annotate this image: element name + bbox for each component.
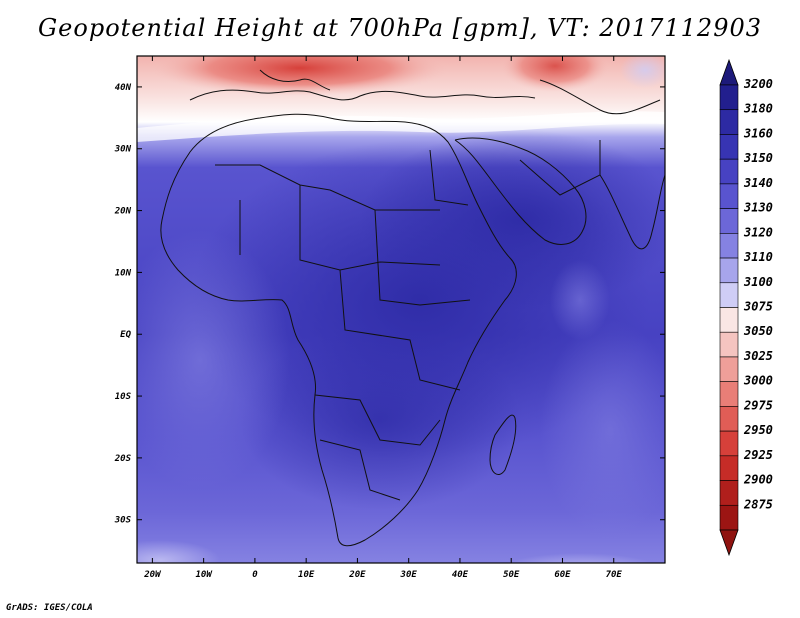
lon-tick-label: 70E: [606, 570, 623, 580]
lat-tick-label: 10N: [115, 268, 132, 278]
colorbar-swatch: [719, 183, 739, 209]
colorbar-swatch: [719, 480, 739, 506]
colorbar-swatch: [719, 257, 739, 284]
map-axes: 20W 10W 0 10E 20E 30E 40E 50E 60E 70E 40N 30N 20N 10N…: [114, 56, 665, 580]
coastlines: [160, 69, 665, 547]
colorbar-label: 3025: [743, 349, 773, 363]
lat-tick-label: 10S: [115, 392, 132, 402]
colorbar-swatch: [719, 356, 739, 382]
credit-label: GrADS: IGES/COLA: [6, 603, 93, 613]
colorbar-swatch: [719, 455, 739, 481]
plot-frame: [136, 55, 666, 564]
colorbar-label: 3200: [743, 77, 773, 91]
colorbar-label: 3130: [743, 201, 773, 215]
colorbar-label: 3160: [743, 126, 773, 140]
colorbar-swatch: [719, 282, 739, 308]
lat-tick-label: EQ: [120, 330, 131, 340]
lon-tick-label: 20E: [348, 570, 366, 580]
colorbar-swatch: [719, 307, 739, 333]
lat-tick-label: 20S: [114, 454, 132, 464]
colorbar-label: 3140: [743, 176, 773, 190]
lon-tick-label: 20W: [143, 570, 162, 580]
lon-tick-label: 60E: [554, 570, 571, 580]
colorbar-swatch: [719, 381, 739, 407]
colorbar: 3200 3180 3160 3150 3140 3130 3120 3110 3100 3075…: [719, 58, 773, 557]
colorbar-label: 2875: [743, 497, 773, 511]
lon-tick-label: 30E: [400, 570, 418, 580]
colorbar-swatch: [719, 109, 739, 135]
lat-tick-label: 30N: [114, 145, 132, 155]
colorbar-label: 3075: [743, 300, 773, 314]
colorbar-swatch: [719, 233, 739, 259]
colorbar-label: 2900: [743, 473, 773, 487]
lat-tick-label: 20N: [114, 207, 132, 217]
height-field: [137, 56, 665, 563]
colorbar-label: 3180: [743, 102, 773, 116]
lon-tick-label: 50E: [503, 570, 520, 580]
lon-tick-label: 0: [252, 570, 258, 580]
lon-tick-label: 10E: [298, 570, 315, 580]
colorbar-swatch: [719, 430, 739, 457]
colorbar-swatch: [719, 406, 739, 432]
colorbar-label: 3120: [743, 225, 773, 239]
colorbar-swatch: [719, 208, 739, 234]
colorbar-label: 3150: [743, 151, 773, 165]
lon-tick-label: 40E: [452, 570, 469, 580]
colorbar-top-arrow: [719, 58, 739, 86]
colorbar-label: 2950: [743, 423, 773, 437]
colorbar-swatch: [719, 331, 739, 358]
colorbar-swatch: [719, 134, 739, 160]
lat-tick-label: 30S: [114, 516, 132, 526]
colorbar-swatch: [719, 504, 739, 531]
lat-tick-label: 40N: [115, 83, 132, 93]
map-title: Geopotential Height at 700hPa [gpm], VT:…: [38, 14, 762, 42]
colorbar-bottom-arrow: [719, 529, 739, 557]
colorbar-label: 3100: [743, 275, 773, 289]
colorbar-swatch: [719, 84, 739, 111]
colorbar-label: 3110: [743, 250, 773, 264]
colorbar-label: 3050: [743, 324, 773, 338]
colorbar-swatch: [719, 158, 739, 185]
colorbar-label: 3000: [743, 374, 773, 388]
lon-tick-label: 10W: [196, 570, 214, 580]
colorbar-label: 2925: [743, 448, 773, 462]
colorbar-label: 2975: [743, 398, 773, 412]
